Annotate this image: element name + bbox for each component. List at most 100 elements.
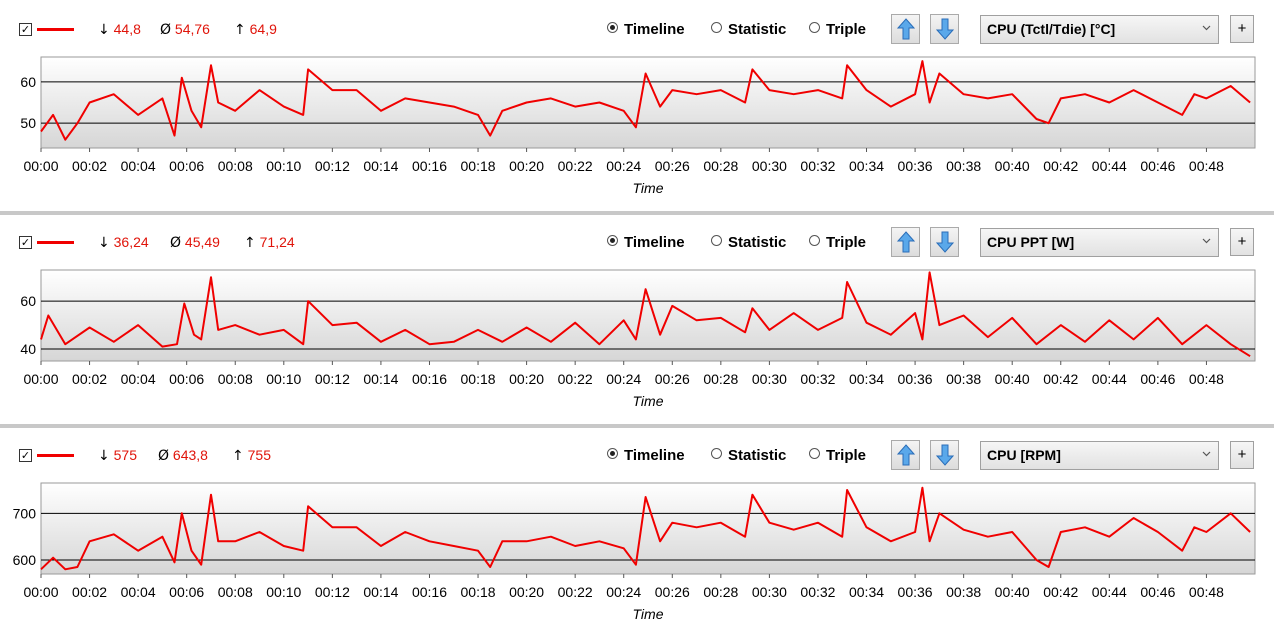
mode-radio-triple[interactable]: Triple xyxy=(809,447,866,464)
mode-radio-statistic[interactable]: Statistic xyxy=(711,234,786,251)
x-tick-label: 00:04 xyxy=(121,584,156,600)
x-tick-label: 00:30 xyxy=(752,584,787,600)
add-graph-button[interactable]: + xyxy=(1230,441,1254,469)
plot-area xyxy=(40,56,1256,149)
y-tick-label: 60 xyxy=(20,74,36,90)
stat-avg: Ø 643,8 xyxy=(158,447,208,464)
x-tick-label: 00:44 xyxy=(1092,584,1127,600)
series-visibility-checkbox[interactable]: ✓ xyxy=(19,23,32,36)
check-icon: ✓ xyxy=(20,449,31,462)
x-tick-label: 00:34 xyxy=(849,158,884,174)
x-tick-label: 00:26 xyxy=(655,584,690,600)
check-icon: ✓ xyxy=(20,23,31,36)
move-up-button[interactable] xyxy=(891,440,920,470)
x-tick-label: 00:04 xyxy=(121,371,156,387)
radio-selected-icon xyxy=(607,448,618,459)
move-down-button[interactable] xyxy=(930,227,959,257)
x-tick-label: 00:24 xyxy=(606,584,641,600)
chevron-down-icon xyxy=(1202,25,1211,31)
graph-panel-cpu-temp: ✓ ↓ 44,8 Ø 54,76 ↑ 64,9 Timeline Statist… xyxy=(0,0,1274,212)
add-graph-button[interactable]: + xyxy=(1230,15,1254,43)
mode-radio-statistic[interactable]: Statistic xyxy=(711,447,786,464)
y-tick-label: 600 xyxy=(13,552,37,568)
move-down-button[interactable] xyxy=(930,440,959,470)
x-tick-label: 00:22 xyxy=(558,371,593,387)
radio-icon xyxy=(809,448,820,459)
radio-icon xyxy=(711,448,722,459)
x-tick-label: 00:42 xyxy=(1043,158,1078,174)
mode-radio-statistic[interactable]: Statistic xyxy=(711,21,786,38)
arrow-down-icon xyxy=(936,18,954,40)
move-down-button[interactable] xyxy=(930,14,959,44)
x-tick-label: 00:10 xyxy=(266,158,301,174)
x-tick-label: 00:46 xyxy=(1140,584,1175,600)
timeline-chart-cpu-rpm: 600 700 00:00 00:02 00:04 00:06 00:08 00:10 00:1… xyxy=(13,482,1256,620)
x-tick-label: 00:20 xyxy=(509,584,544,600)
sensor-select[interactable]: CPU (Tctl/Tdie) [°C] xyxy=(980,15,1219,44)
sensor-select[interactable]: CPU PPT [W] xyxy=(980,228,1219,257)
stat-max: ↑ 71,24 xyxy=(244,234,295,251)
mode-radio-timeline[interactable]: Timeline xyxy=(607,21,685,38)
chevron-down-icon xyxy=(1202,451,1211,457)
x-tick-label: 00:10 xyxy=(266,371,301,387)
radio-selected-icon xyxy=(607,235,618,246)
graph-panel-cpu-ppt: ✓ ↓ 36,24 Ø 45,49 ↑ 71,24 Timeline Stati… xyxy=(0,213,1274,425)
x-tick-label: 00:02 xyxy=(72,158,107,174)
x-tick-label: 00:12 xyxy=(315,584,350,600)
x-tick-label: 00:46 xyxy=(1140,158,1175,174)
x-tick-label: 00:44 xyxy=(1092,158,1127,174)
x-tick-label: 00:02 xyxy=(72,371,107,387)
x-tick-label: 00:30 xyxy=(752,371,787,387)
mode-radio-triple[interactable]: Triple xyxy=(809,234,866,251)
x-tick-label: 00:28 xyxy=(703,371,738,387)
x-tick-label: 00:22 xyxy=(558,584,593,600)
x-axis-title: Time xyxy=(633,393,664,407)
panel-separator[interactable] xyxy=(0,211,1274,215)
series-visibility-checkbox[interactable]: ✓ xyxy=(19,449,32,462)
x-axis-title: Time xyxy=(633,180,664,194)
mode-radio-timeline[interactable]: Timeline xyxy=(607,234,685,251)
x-tick-label: 00:00 xyxy=(23,158,58,174)
move-up-button[interactable] xyxy=(891,227,920,257)
series-visibility-checkbox[interactable]: ✓ xyxy=(19,236,32,249)
x-tick-label: 00:14 xyxy=(363,371,398,387)
panel-header: ✓ ↓ 44,8 Ø 54,76 ↑ 64,9 Timeline Statist… xyxy=(0,0,1274,44)
radio-selected-icon xyxy=(607,22,618,33)
x-tick-label: 00:22 xyxy=(558,158,593,174)
graph-panel-cpu-rpm: ✓ ↓ 575 Ø 643,8 ↑ 755 Timeline Statistic… xyxy=(0,426,1274,638)
x-tick-label: 00:36 xyxy=(898,158,933,174)
x-tick-label: 00:08 xyxy=(218,158,253,174)
stat-min: ↓ 36,24 xyxy=(98,234,149,251)
x-tick-label: 00:40 xyxy=(995,584,1030,600)
y-tick-label: 700 xyxy=(13,505,37,521)
x-tick-label: 00:24 xyxy=(606,158,641,174)
x-tick-label: 00:08 xyxy=(218,371,253,387)
x-tick-label: 00:42 xyxy=(1043,584,1078,600)
x-tick-label: 00:38 xyxy=(946,158,981,174)
x-tick-label: 00:14 xyxy=(363,158,398,174)
x-tick-label: 00:38 xyxy=(946,584,981,600)
move-up-button[interactable] xyxy=(891,14,920,44)
sensor-select[interactable]: CPU [RPM] xyxy=(980,441,1219,470)
x-tick-label: 00:16 xyxy=(412,584,447,600)
x-tick-label: 00:34 xyxy=(849,371,884,387)
series-line xyxy=(40,271,1251,358)
x-tick-label: 00:32 xyxy=(800,158,835,174)
mode-radio-triple[interactable]: Triple xyxy=(809,21,866,38)
x-tick-label: 00:18 xyxy=(461,371,496,387)
series-legend-swatch xyxy=(37,454,74,457)
timeline-chart-cpu-temp: 50 60 00:00 00:02 00:04 00:06 00:08 00:10 00:12 0… xyxy=(20,56,1256,194)
mode-radio-timeline[interactable]: Timeline xyxy=(607,447,685,464)
stat-avg: Ø 45,49 xyxy=(170,234,220,251)
series-legend-swatch xyxy=(37,28,74,31)
radio-icon xyxy=(809,22,820,33)
x-tick-label: 00:18 xyxy=(461,584,496,600)
panel-separator[interactable] xyxy=(0,424,1274,428)
x-tick-label: 00:40 xyxy=(995,158,1030,174)
x-tick-label: 00:44 xyxy=(1092,371,1127,387)
add-graph-button[interactable]: + xyxy=(1230,228,1254,256)
x-tick-label: 00:32 xyxy=(800,371,835,387)
x-tick-label: 00:48 xyxy=(1189,371,1224,387)
x-tick-label: 00:18 xyxy=(461,158,496,174)
x-tick-label: 00:26 xyxy=(655,371,690,387)
